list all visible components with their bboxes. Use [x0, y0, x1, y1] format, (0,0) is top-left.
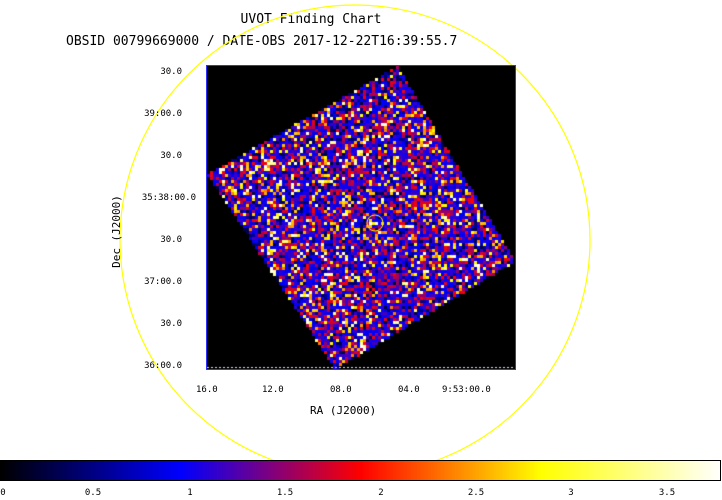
x-tick-label: 04.0	[398, 385, 420, 395]
image-pixels	[207, 66, 515, 369]
y-tick-label: 35:38:00.0	[141, 193, 196, 203]
chart-subtitle: OBSID 00799669000 / DATE-OBS 2017-12-22T…	[66, 34, 458, 49]
y-tick-label: 30.0	[160, 67, 182, 77]
x-tick-label: 16.0	[196, 385, 218, 395]
y-tick-label: 39:00.0	[144, 109, 182, 119]
x-axis-label: RA (J2000)	[310, 404, 377, 417]
x-tick-label: 12.0	[262, 385, 284, 395]
colorbar-tick: 1.5	[276, 488, 294, 498]
x-tick-label: 08.0	[330, 385, 352, 395]
y-tick-label: 37:00.0	[144, 277, 182, 287]
colorbar-tick: 3.5	[658, 488, 676, 498]
colorbar-frame	[0, 460, 721, 481]
colorbar-tick: 3	[568, 488, 574, 498]
y-tick-label: 36:00.0	[144, 361, 182, 371]
colorbar-tick: 2.5	[467, 488, 485, 498]
y-tick-label: 30.0	[160, 319, 182, 329]
colorbar	[0, 460, 721, 481]
y-tick-label: 30.0	[160, 151, 182, 161]
colorbar-tick: 1	[187, 488, 193, 498]
colorbar-tick: 2	[378, 488, 384, 498]
image-plot[interactable]	[206, 65, 516, 370]
chart-title: UVOT Finding Chart	[240, 12, 382, 27]
y-tick-label: 30.0	[160, 235, 182, 245]
y-axis-label: Dec (J2000)	[109, 195, 123, 268]
colorbar-tick: 0	[0, 488, 6, 498]
x-tick-label: 9:53:00.0	[442, 385, 491, 395]
colorbar-tick: 0.5	[84, 488, 102, 498]
